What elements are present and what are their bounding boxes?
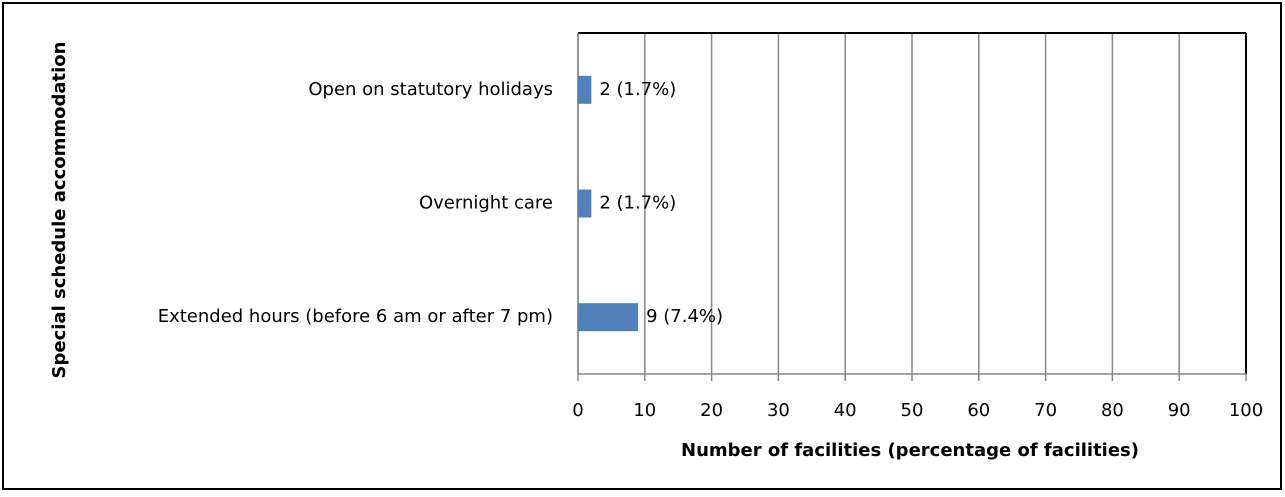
x-tick-label: 70: [1034, 400, 1057, 421]
bar: [578, 189, 592, 218]
y-tick-label: Overnight care: [419, 193, 553, 214]
y-axis-label: Special schedule accommodation: [49, 42, 70, 379]
x-tick-label: 80: [1101, 400, 1124, 421]
bar: [578, 303, 639, 332]
y-tick-label: Open on statutory holidays: [308, 79, 553, 100]
x-tick-label: 0: [572, 400, 583, 421]
y-tick-label: Extended hours (before 6 am or after 7 p…: [158, 306, 553, 327]
bar: [578, 75, 592, 104]
x-tick-label: 100: [1229, 400, 1263, 421]
x-tick-label: 30: [767, 400, 790, 421]
data-label: 9 (7.4%): [646, 306, 723, 327]
x-tick-label: 50: [901, 400, 924, 421]
x-tick-label: 10: [633, 400, 656, 421]
x-tick-label: 40: [834, 400, 857, 421]
data-label: 2 (1.7%): [599, 193, 676, 214]
x-tick-label: 20: [700, 400, 723, 421]
data-label: 2 (1.7%): [599, 79, 676, 100]
x-axis-label: Number of facilities (percentage of faci…: [681, 440, 1139, 461]
chart-border: [2, 2, 1282, 490]
x-tick-label: 90: [1168, 400, 1191, 421]
x-tick-label: 60: [967, 400, 990, 421]
